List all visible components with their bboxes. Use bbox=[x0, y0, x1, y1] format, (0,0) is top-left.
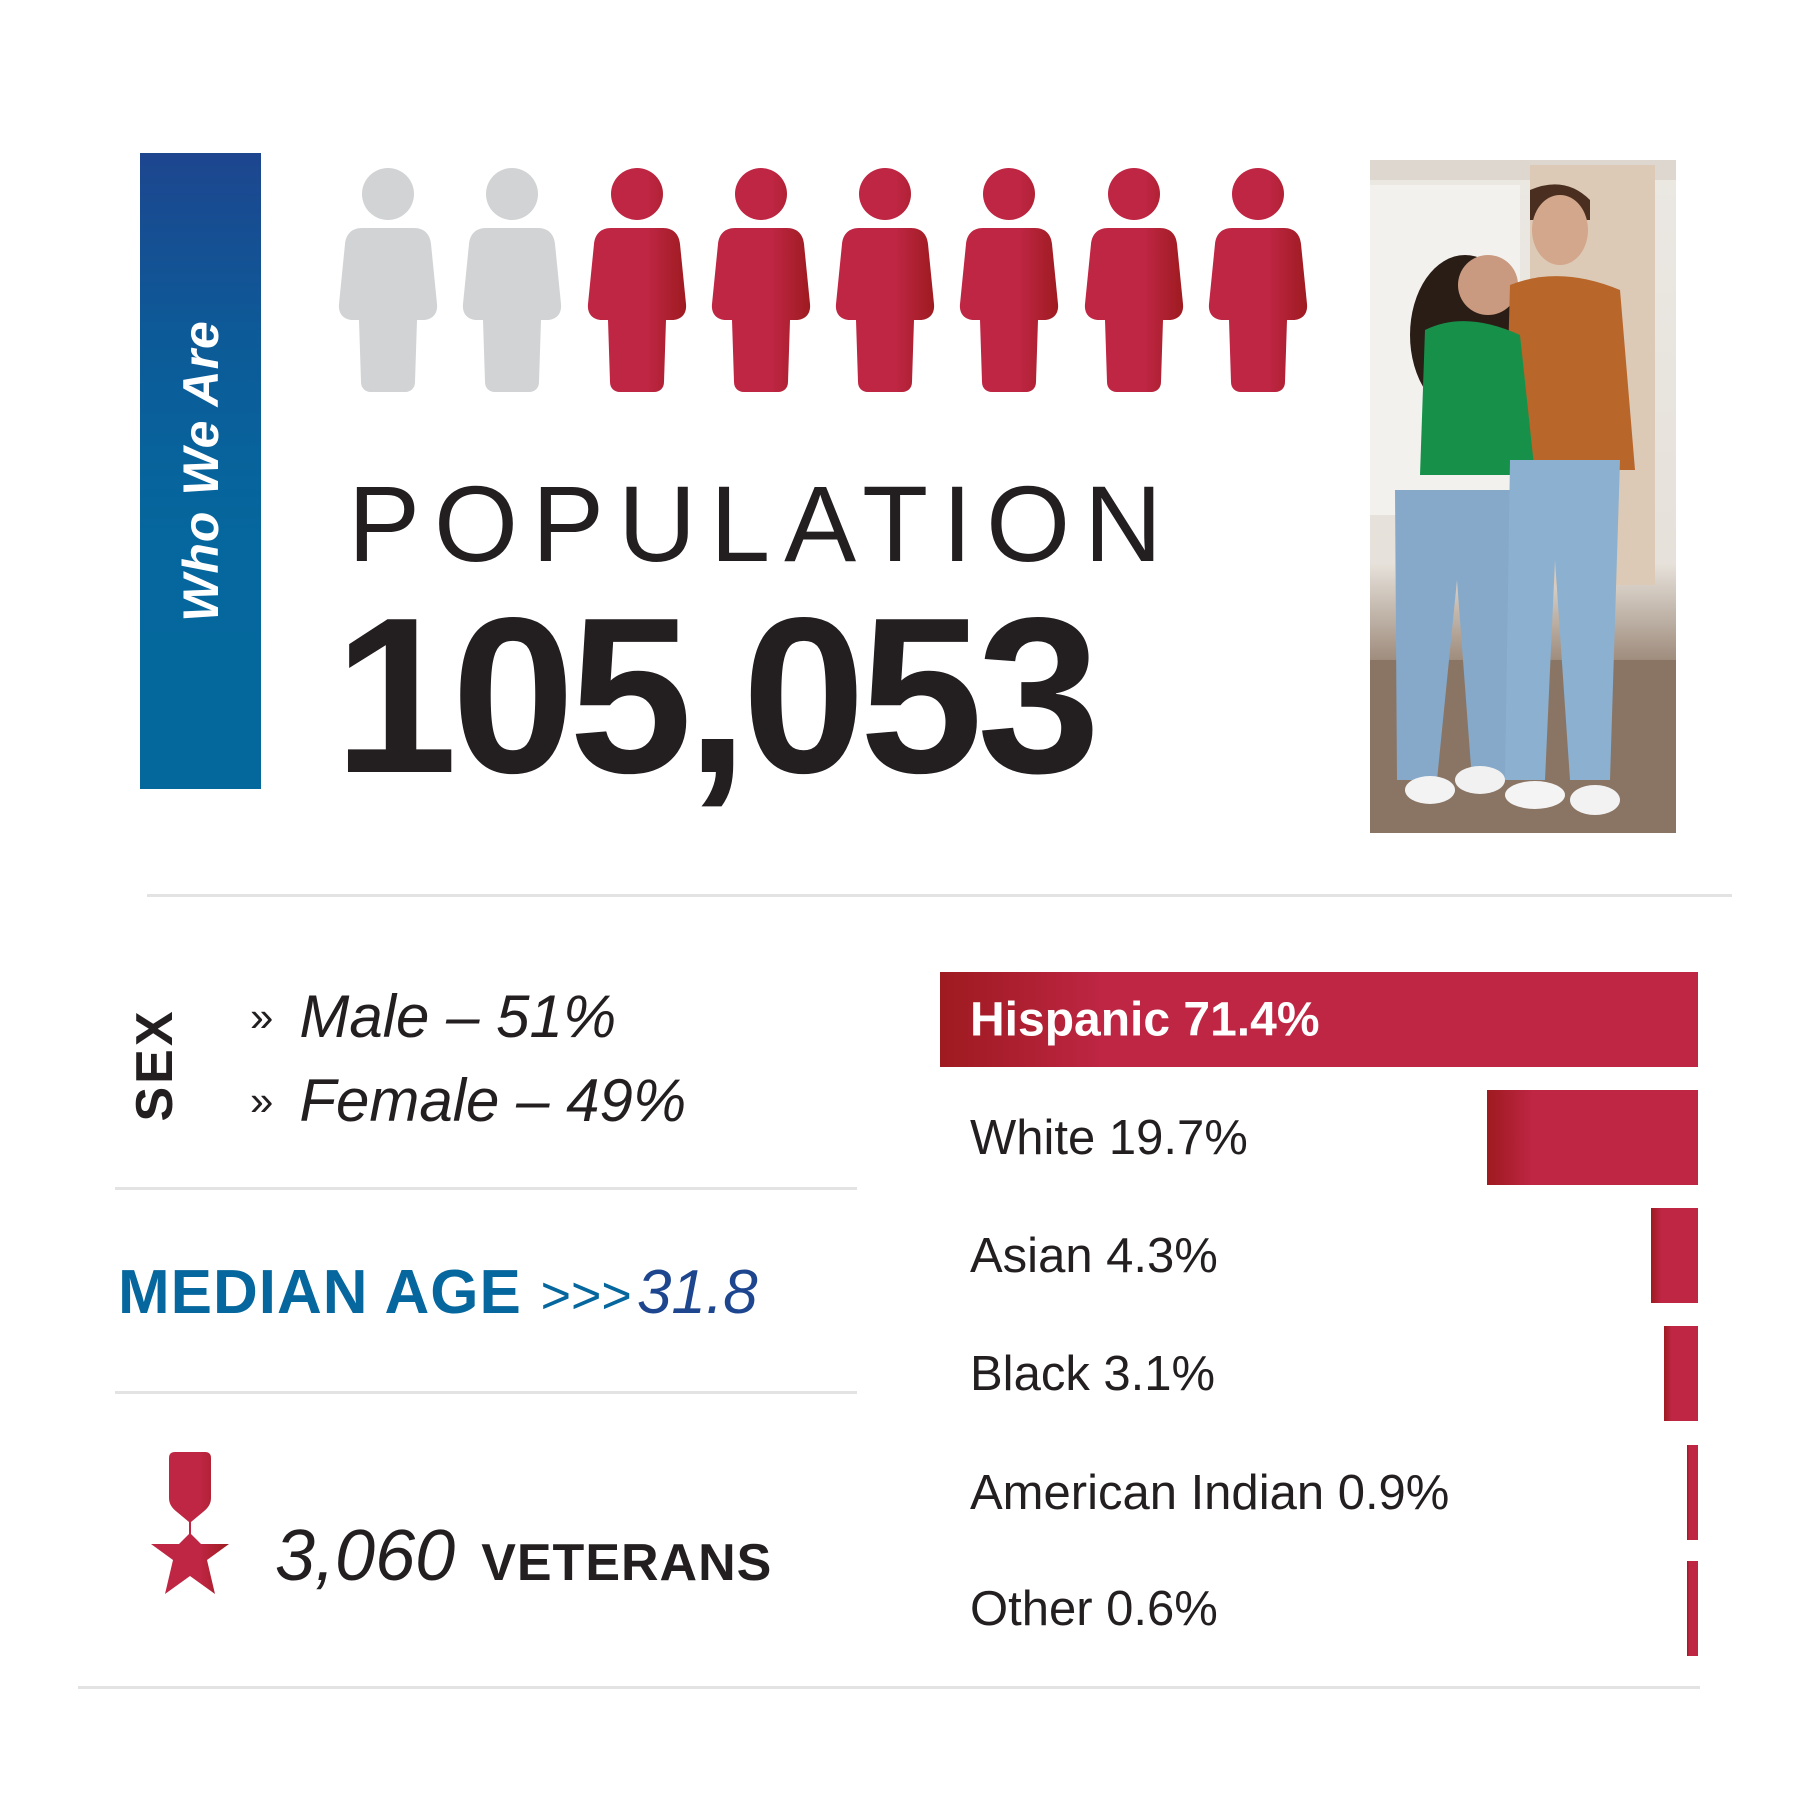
sex-item-male: » Male – 51% bbox=[250, 982, 616, 1051]
population-value: 105,053 bbox=[334, 572, 1100, 820]
race-bar bbox=[940, 972, 1698, 1067]
population-label: POPULATION bbox=[348, 463, 1177, 584]
photo-illustration bbox=[1370, 160, 1676, 833]
male-label: Male – 51% bbox=[299, 983, 617, 1050]
person-icon-grey bbox=[338, 168, 438, 392]
person-icon-red bbox=[587, 168, 686, 392]
who-we-are-banner: Who We Are bbox=[140, 153, 261, 789]
race-row-white: White 19.7% bbox=[940, 1090, 1698, 1185]
person-icon-red bbox=[711, 168, 810, 392]
race-bar bbox=[1487, 1090, 1698, 1185]
veterans-count: 3,060 bbox=[275, 1516, 456, 1596]
sex-heading: SEX bbox=[125, 1000, 185, 1130]
person-icon-grey bbox=[463, 168, 562, 392]
divider-median-veterans bbox=[115, 1391, 857, 1394]
race-bar bbox=[1687, 1561, 1698, 1656]
sex-label: SEX bbox=[126, 1008, 184, 1122]
race-row-american-indian: American Indian 0.9% bbox=[940, 1445, 1698, 1540]
median-age: MEDIAN AGE >>>31.8 bbox=[118, 1262, 758, 1324]
section-divider-bottom bbox=[78, 1686, 1700, 1689]
veterans-label: VETERANS bbox=[481, 1534, 773, 1592]
female-label: Female – 49% bbox=[299, 1067, 687, 1134]
person-icon-red bbox=[1084, 168, 1183, 392]
race-label: Asian 4.3% bbox=[970, 1228, 1218, 1283]
section-divider-top bbox=[147, 894, 1732, 897]
median-age-value: 31.8 bbox=[636, 1258, 758, 1327]
race-label: White 19.7% bbox=[970, 1110, 1248, 1165]
banner-title: Who We Are bbox=[172, 320, 229, 622]
veterans-stat: 3,060 VETERANS bbox=[275, 1520, 772, 1592]
double-chevron-icon: » bbox=[250, 993, 274, 1040]
median-age-label: MEDIAN AGE bbox=[118, 1258, 522, 1327]
divider-sex-median bbox=[115, 1187, 857, 1190]
race-row-other: Other 0.6% bbox=[940, 1561, 1698, 1656]
race-bar bbox=[1651, 1208, 1698, 1303]
person-icon-red bbox=[1208, 168, 1308, 392]
race-bar bbox=[1687, 1445, 1698, 1540]
race-row-hispanic: Hispanic 71.4% bbox=[940, 972, 1698, 1067]
person-icon-red bbox=[836, 168, 935, 392]
couple-photo bbox=[1370, 160, 1676, 833]
double-chevron-icon: » bbox=[250, 1077, 274, 1124]
race-label: Hispanic 71.4% bbox=[970, 993, 1320, 1046]
race-label: American Indian 0.9% bbox=[970, 1465, 1450, 1520]
person-icon-red bbox=[960, 168, 1059, 392]
triple-arrow-icon: >>> bbox=[539, 1267, 631, 1325]
race-row-black: Black 3.1% bbox=[940, 1326, 1698, 1421]
medal-star-icon bbox=[145, 1452, 229, 1594]
sex-item-female: » Female – 49% bbox=[250, 1066, 686, 1135]
race-row-asian: Asian 4.3% bbox=[940, 1208, 1698, 1303]
population-icon-row bbox=[338, 166, 1308, 392]
race-bar bbox=[1664, 1326, 1698, 1421]
race-label: Black 3.1% bbox=[970, 1346, 1216, 1401]
race-label: Other 0.6% bbox=[970, 1581, 1218, 1636]
